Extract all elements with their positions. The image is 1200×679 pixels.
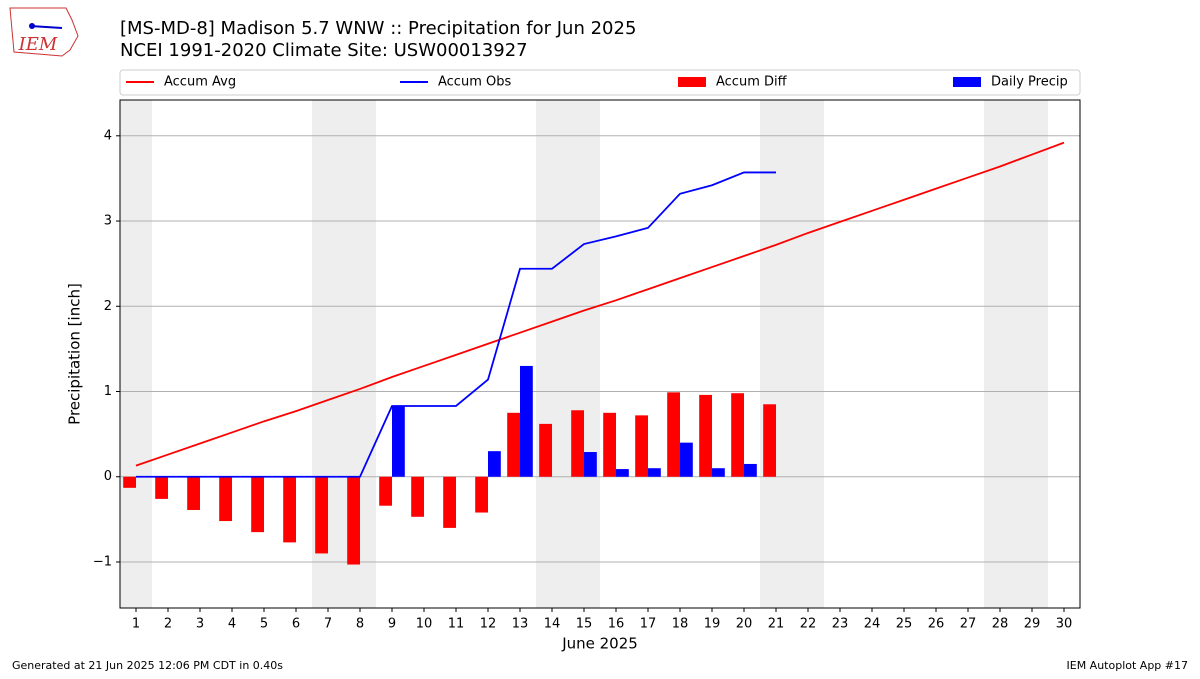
- logo-icon: [29, 23, 35, 29]
- bar: [680, 442, 693, 477]
- logo-icon: [29, 25, 63, 29]
- bar: [584, 452, 597, 477]
- legend-swatch: [953, 77, 981, 87]
- footer-left: Generated at 21 Jun 2025 12:06 PM CDT in…: [12, 659, 283, 672]
- bar: [443, 476, 456, 528]
- bar: [475, 476, 488, 513]
- chart-title: [MS-MD-8] Madison 5.7 WNW :: Precipitati…: [120, 18, 636, 39]
- bar: [283, 476, 296, 543]
- x-tick-label: 17: [640, 617, 657, 632]
- bar: [251, 476, 264, 533]
- x-tick-label: 30: [1056, 617, 1073, 632]
- y-tick-label: −1: [93, 554, 112, 569]
- x-tick-label: 29: [1024, 617, 1041, 632]
- bar: [379, 476, 392, 506]
- footer-right: IEM Autoplot App #17: [1067, 659, 1189, 672]
- plot-area: [120, 100, 1080, 608]
- y-tick-label: 3: [104, 214, 112, 229]
- logo-outline: [9, 7, 79, 57]
- legend-label: Accum Avg: [164, 75, 236, 90]
- legend-swatch: [678, 77, 706, 87]
- bar: [571, 410, 584, 477]
- weekend-shade: [984, 100, 1048, 608]
- x-tick-label: 5: [260, 617, 268, 632]
- x-tick-label: 11: [448, 617, 465, 632]
- x-tick-label: 15: [576, 617, 593, 632]
- legend-label: Daily Precip: [991, 75, 1068, 90]
- x-tick-label: 2: [164, 617, 172, 632]
- y-tick-label: 4: [104, 128, 112, 143]
- legend-label: Accum Diff: [716, 75, 788, 90]
- bar: [187, 476, 200, 510]
- x-tick-label: 3: [196, 617, 204, 632]
- bar: [315, 476, 328, 554]
- x-tick-label: 8: [356, 617, 364, 632]
- bar: [616, 469, 629, 477]
- logo: IEM: [9, 7, 79, 57]
- plot-frame: [119, 99, 1081, 609]
- x-tick-label: 27: [960, 617, 977, 632]
- line: [136, 171, 776, 478]
- x-tick-label: 14: [544, 617, 561, 632]
- x-tick-label: 19: [704, 617, 721, 632]
- bar: [219, 476, 232, 522]
- bar: [699, 394, 712, 477]
- weekend-shade: [536, 100, 600, 608]
- bar: [648, 468, 661, 477]
- bar: [488, 451, 501, 477]
- x-tick-label: 28: [992, 617, 1009, 632]
- bar: [763, 404, 776, 477]
- legend-label: Accum Obs: [438, 75, 511, 90]
- bar: [744, 463, 757, 477]
- x-tick-label: 22: [800, 617, 817, 632]
- x-tick-label: 16: [608, 617, 625, 632]
- bar: [411, 476, 424, 517]
- x-tick-label: 23: [832, 617, 849, 632]
- x-tick-label: 12: [480, 617, 497, 632]
- bar: [635, 415, 648, 477]
- x-tick-label: 1: [132, 617, 140, 632]
- legend-box: [119, 69, 1081, 96]
- logo-text: IEM: [18, 34, 58, 55]
- bar: [667, 392, 680, 477]
- x-tick-label: 13: [512, 617, 529, 632]
- y-tick-label: 2: [104, 299, 112, 314]
- bar: [539, 423, 552, 477]
- bar: [731, 393, 744, 477]
- y-tick-label: 1: [104, 384, 112, 399]
- x-tick-label: 20: [736, 617, 753, 632]
- bar: [712, 468, 725, 477]
- x-tick-label: 6: [292, 617, 300, 632]
- y-axis-label: Precipitation [inch]: [66, 283, 84, 425]
- x-tick-label: 18: [672, 617, 689, 632]
- x-tick-label: 9: [388, 617, 396, 632]
- bar: [155, 476, 168, 499]
- weekend-shade: [760, 100, 824, 608]
- y-tick-label: 0: [104, 469, 112, 484]
- bar: [392, 405, 405, 477]
- bar: [507, 412, 520, 477]
- x-tick-label: 21: [768, 617, 785, 632]
- x-tick-label: 10: [416, 617, 433, 632]
- x-tick-label: 4: [228, 617, 236, 632]
- bar: [347, 476, 360, 565]
- weekend-shade: [120, 100, 152, 608]
- bar: [520, 365, 533, 477]
- line: [135, 141, 1065, 467]
- bar: [603, 412, 616, 477]
- chart-subtitle: NCEI 1991-2020 Climate Site: USW00013927: [120, 40, 528, 61]
- x-tick-label: 7: [324, 617, 332, 632]
- x-tick-label: 24: [864, 617, 881, 632]
- x-tick-label: 25: [896, 617, 913, 632]
- x-axis-label: June 2025: [561, 635, 638, 653]
- bar: [123, 476, 136, 488]
- x-tick-label: 26: [928, 617, 945, 632]
